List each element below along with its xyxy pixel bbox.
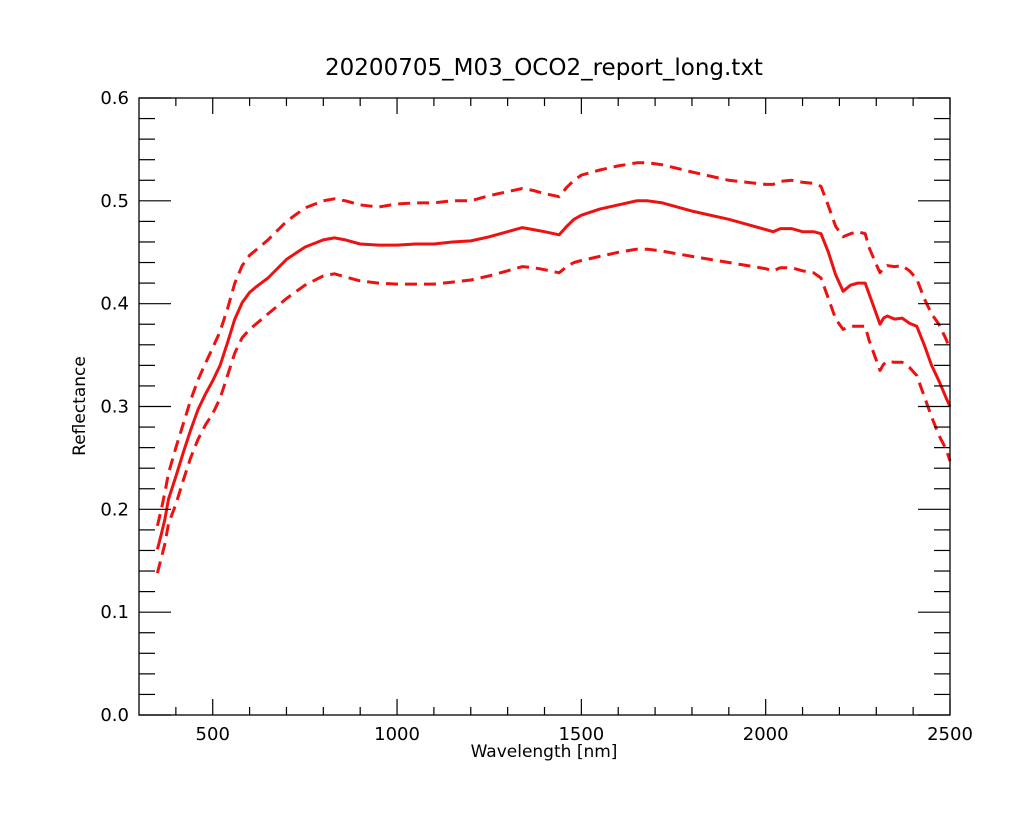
x-axis-label: Wavelength [nm] xyxy=(471,742,618,762)
y-axis-label: Reflectance xyxy=(70,356,90,456)
ticks-layer: 500 1000 1500 2000 2500 0.0 0.1 0.2 0.3 0.4 0.5 0.6 xyxy=(100,88,973,745)
series-layer xyxy=(155,161,952,574)
series-line-2 xyxy=(155,161,952,527)
y-tick-label: 0.3 xyxy=(100,397,129,418)
x-tick-label: 2500 xyxy=(927,724,973,745)
series-line-1 xyxy=(155,199,952,550)
x-tick-label: 500 xyxy=(196,724,230,745)
y-tick-label: 0.2 xyxy=(100,499,129,520)
y-tick-label: 0.5 xyxy=(100,191,129,212)
x-tick-label: 1000 xyxy=(374,724,420,745)
y-tick-label: 0.0 xyxy=(100,705,129,726)
y-tick-label: 0.1 xyxy=(100,602,129,623)
x-tick-label: 2000 xyxy=(743,724,789,745)
chart-title: 20200705_M03_OCO2_report_long.txt xyxy=(325,55,763,81)
plot-frame xyxy=(138,97,951,716)
x-tick-label: 1500 xyxy=(558,724,604,745)
series-line-3 xyxy=(155,247,952,574)
y-tick-label: 0.6 xyxy=(100,88,129,109)
y-tick-label: 0.4 xyxy=(100,294,129,315)
